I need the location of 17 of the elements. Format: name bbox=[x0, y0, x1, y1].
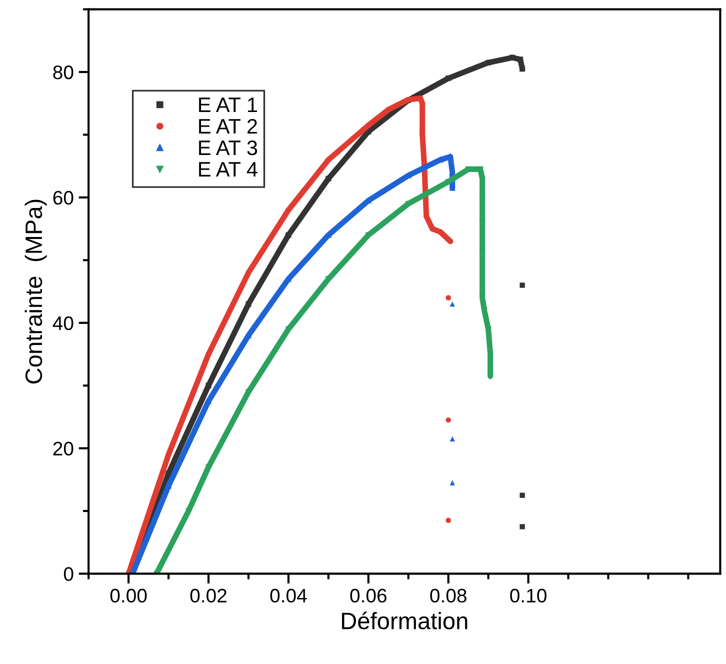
x-axis-title: Déformation bbox=[342, 612, 468, 630]
y-tick-label: 40 bbox=[52, 316, 74, 330]
x-tick-label: 0.08 bbox=[430, 588, 466, 603]
y-tick-label: 60 bbox=[53, 190, 74, 205]
x-tick-label: 0.02 bbox=[190, 588, 226, 603]
legend-label: E AT 3 bbox=[199, 140, 258, 156]
x-tick-label: 0.06 bbox=[350, 588, 386, 603]
legend-label: E AT 4 bbox=[199, 162, 258, 177]
y-tick-label: 80 bbox=[53, 65, 74, 80]
legend-label: E AT 1 bbox=[199, 98, 257, 112]
legend-label: E AT 2 bbox=[199, 118, 257, 134]
y-axis-title: Contrainte (MPa) bbox=[24, 200, 47, 384]
y-tick-label: 0 bbox=[64, 567, 74, 581]
y-tick-label: 20 bbox=[53, 442, 74, 456]
x-tick-label: 0.04 bbox=[270, 588, 307, 603]
x-tick-label: 0.10 bbox=[510, 588, 546, 603]
x-tick-label: 0.00 bbox=[110, 588, 147, 603]
